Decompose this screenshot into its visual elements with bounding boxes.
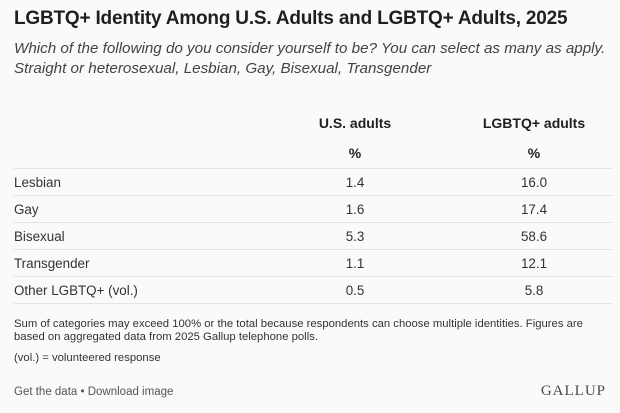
column-header-us-adults: U.S. adults [318, 115, 392, 131]
download-image-link[interactable]: Download image [87, 386, 174, 398]
value-us-adults: 1.6 [254, 195, 456, 223]
value-lgbtq-adults: 5.8 [456, 276, 612, 304]
data-table: U.S. adults LGBTQ+ adults % % Lesbian 1.… [14, 108, 612, 304]
value-us-adults: 1.4 [254, 168, 456, 196]
table-row: Gay 1.6 17.4 [14, 195, 612, 223]
value-lgbtq-adults: 58.6 [456, 222, 612, 250]
gallup-logo: GALLUP [540, 383, 606, 399]
footer-links: Get the data • Download image [14, 386, 173, 398]
footnote-methodology: Sum of categories may exceed 100% or the… [14, 318, 583, 343]
unit-lgbtq-adults: % [527, 145, 541, 161]
value-us-adults: 1.1 [254, 249, 456, 277]
value-lgbtq-adults: 12.1 [456, 249, 612, 277]
table-row: Bisexual 5.3 58.6 [14, 222, 612, 250]
row-label: Bisexual [14, 222, 254, 250]
row-label: Lesbian [14, 168, 254, 196]
value-lgbtq-adults: 16.0 [456, 168, 612, 196]
footnotes: Sum of categories may exceed 100% or the… [14, 318, 614, 365]
unit-us-adults: % [348, 145, 362, 161]
header-spacer [14, 108, 254, 138]
row-label: Other LGBTQ+ (vol.) [14, 276, 254, 304]
table-row: Lesbian 1.4 16.0 [14, 168, 612, 196]
chart-title: LGBTQ+ Identity Among U.S. Adults and LG… [14, 8, 568, 29]
chart-subtitle: Which of the following do you consider y… [14, 40, 606, 77]
row-label: Gay [14, 195, 254, 223]
footnote-volunteered: (vol.) = volunteered response [14, 352, 161, 364]
value-us-adults: 0.5 [254, 276, 456, 304]
footer-separator: • [77, 386, 88, 398]
unit-spacer [14, 138, 254, 169]
get-data-link[interactable]: Get the data [14, 386, 78, 398]
table-row: Other LGBTQ+ (vol.) 0.5 5.8 [14, 276, 612, 304]
column-header-lgbtq-adults: LGBTQ+ adults [482, 115, 586, 131]
table-row: Transgender 1.1 12.1 [14, 249, 612, 277]
value-us-adults: 5.3 [254, 222, 456, 250]
row-label: Transgender [14, 249, 254, 277]
value-lgbtq-adults: 17.4 [456, 195, 612, 223]
